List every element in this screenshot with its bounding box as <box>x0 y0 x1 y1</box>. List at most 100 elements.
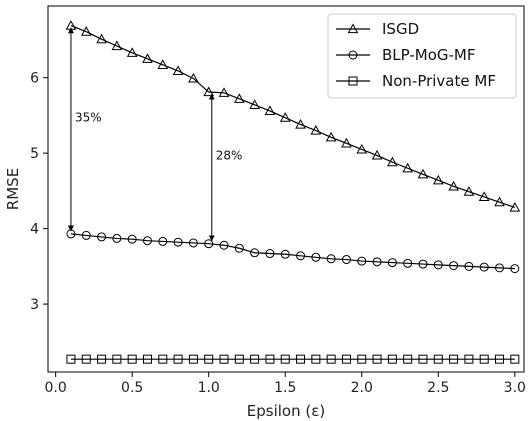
data-point <box>449 261 459 271</box>
data-point <box>97 232 107 242</box>
y-tick-label: 3 <box>30 297 39 313</box>
data-point <box>449 354 459 364</box>
data-point <box>250 248 260 258</box>
data-point <box>234 243 244 253</box>
data-point <box>417 168 429 179</box>
legend-entry: ISGD <box>336 20 419 38</box>
legend-entry: Non-Private MF <box>336 72 496 90</box>
data-point <box>372 257 382 267</box>
data-point <box>203 86 215 97</box>
data-point <box>341 255 351 265</box>
data-point <box>96 33 107 44</box>
data-point <box>112 354 122 364</box>
data-point <box>371 149 383 160</box>
data-point <box>81 354 91 364</box>
data-point <box>296 354 306 364</box>
data-point <box>142 354 152 364</box>
annotations: 35% 28% <box>67 27 243 242</box>
data-point <box>219 354 229 364</box>
data-point <box>418 259 428 269</box>
data-point <box>356 143 368 154</box>
axes: 0.0 0.5 1.0 1.5 2.0 2.5 3.0 3 4 5 6 Epsilon (ε) RMSE <box>4 5 526 420</box>
annotation-label: 35% <box>75 110 102 124</box>
data-point <box>326 254 336 264</box>
data-point <box>234 354 244 364</box>
plot-frame <box>47 5 525 373</box>
legend-label: BLP-MoG-MF <box>382 46 476 64</box>
data-point <box>387 354 397 364</box>
data-point <box>81 230 91 240</box>
data-point <box>188 238 198 248</box>
data-point <box>341 354 351 364</box>
annotation-label: 28% <box>216 148 243 162</box>
data-point <box>157 59 169 69</box>
x-tick-label: 3.0 <box>504 380 526 396</box>
data-point <box>158 354 168 364</box>
x-tick-label: 0.5 <box>121 380 143 396</box>
y-tick-label: 4 <box>30 222 39 238</box>
data-point <box>66 354 76 364</box>
data-point <box>464 261 474 271</box>
legend: ISGD BLP-MoG-MF Non-Private MF <box>327 13 517 99</box>
data-point <box>402 162 414 173</box>
legend-marker <box>348 50 358 60</box>
x-tick-label: 2.0 <box>351 380 373 396</box>
data-point <box>387 156 398 167</box>
data-point <box>325 131 337 142</box>
data-point <box>510 264 520 274</box>
data-point <box>418 354 428 364</box>
series-circle <box>66 229 520 274</box>
legend-marker <box>347 23 359 34</box>
data-point <box>279 112 291 122</box>
series-square <box>66 354 520 364</box>
data-point <box>280 249 290 259</box>
data-point <box>142 53 153 63</box>
plot-content <box>65 20 521 364</box>
data-point <box>341 137 352 148</box>
data-point <box>403 354 413 364</box>
data-point <box>112 233 122 243</box>
data-point <box>233 93 245 103</box>
data-point <box>218 87 230 97</box>
data-point <box>97 354 107 364</box>
data-point <box>403 258 413 268</box>
data-point <box>509 201 521 212</box>
data-point <box>204 354 214 364</box>
data-point <box>432 174 444 185</box>
data-point <box>495 354 505 364</box>
data-point <box>494 196 505 207</box>
data-point <box>326 354 336 364</box>
series-line <box>70 233 515 270</box>
data-point <box>219 240 229 250</box>
data-point <box>296 251 306 261</box>
legend-label: Non-Private MF <box>382 72 496 90</box>
data-point <box>172 65 184 75</box>
data-point <box>127 234 137 244</box>
data-point <box>249 99 260 109</box>
data-point <box>357 256 367 266</box>
data-point <box>250 354 260 364</box>
data-point <box>265 249 275 259</box>
data-point <box>387 258 397 268</box>
x-tick-label: 2.5 <box>427 380 449 396</box>
series-triangle <box>65 20 521 212</box>
data-point <box>265 354 275 364</box>
data-point <box>204 239 214 249</box>
data-point <box>142 236 152 246</box>
legend-box <box>327 13 517 99</box>
data-point <box>310 124 322 135</box>
data-point <box>264 105 276 115</box>
data-point <box>479 262 489 272</box>
data-point <box>173 237 183 247</box>
data-point <box>464 354 474 364</box>
legend-marker <box>348 76 358 86</box>
y-tick-label: 6 <box>30 71 39 87</box>
data-point <box>188 72 199 83</box>
data-point <box>158 236 168 246</box>
data-point <box>448 180 459 191</box>
data-point <box>433 260 443 270</box>
data-point <box>433 354 443 364</box>
data-point <box>463 186 475 196</box>
data-point <box>495 263 505 273</box>
